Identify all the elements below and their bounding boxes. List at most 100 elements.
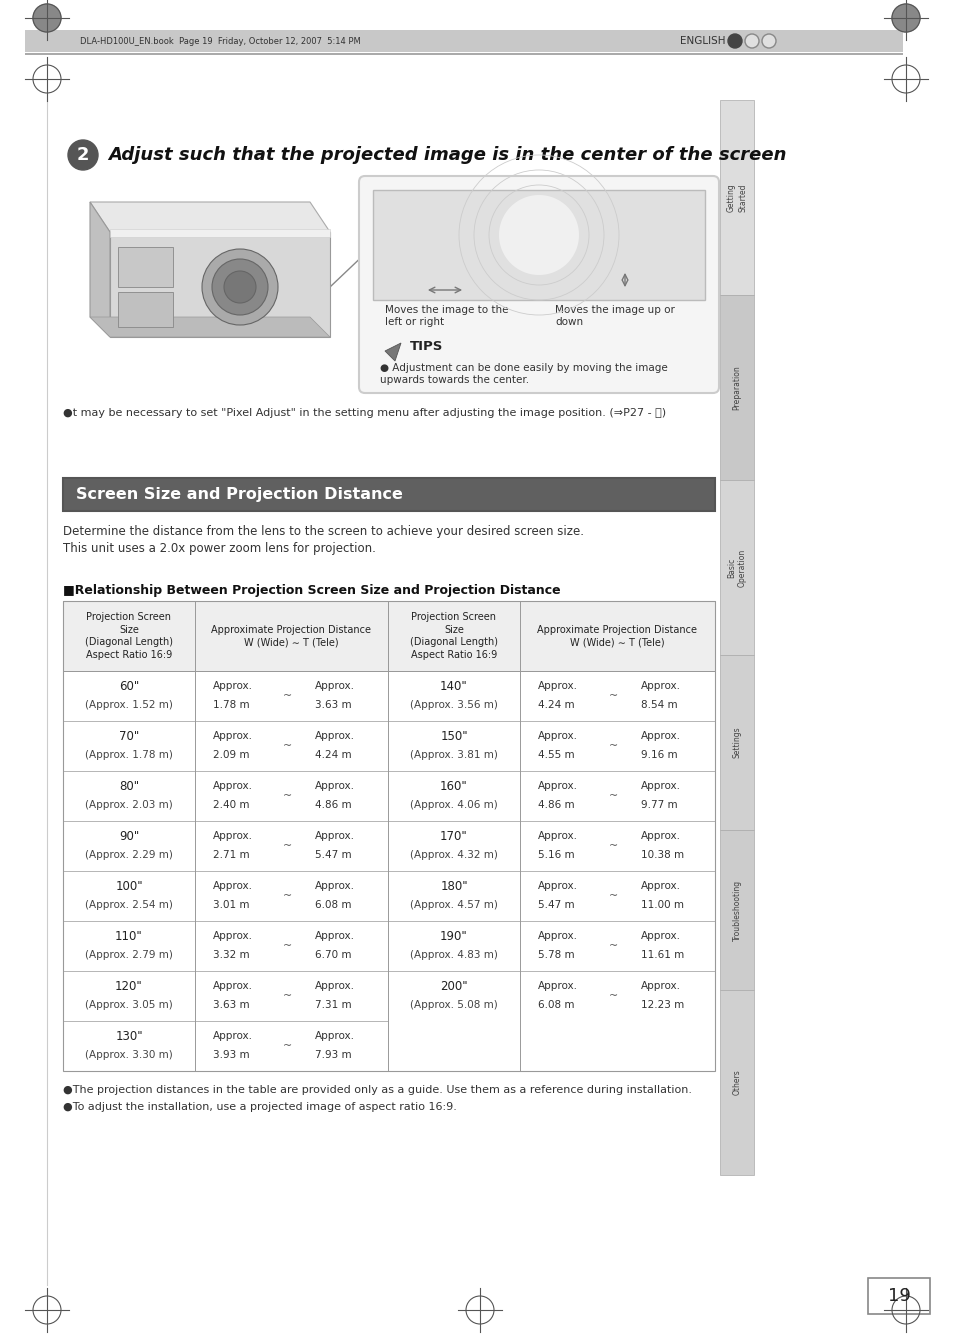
Text: Approx.: Approx.: [314, 781, 355, 791]
Circle shape: [727, 34, 741, 48]
Text: Approx.: Approx.: [537, 880, 578, 891]
Text: 160": 160": [439, 780, 467, 792]
Circle shape: [212, 259, 268, 315]
Polygon shape: [90, 202, 330, 232]
Text: 3.32 m: 3.32 m: [213, 950, 250, 959]
Text: 90": 90": [119, 829, 139, 843]
Circle shape: [744, 34, 759, 48]
Bar: [63, 602, 714, 1071]
Bar: [720, 480, 753, 655]
Text: 11.00 m: 11.00 m: [640, 900, 683, 910]
Text: ~: ~: [283, 741, 292, 750]
Text: Approx.: Approx.: [314, 732, 355, 741]
Text: Approx.: Approx.: [640, 831, 680, 842]
Text: TIPS: TIPS: [410, 340, 443, 354]
Text: 19: 19: [886, 1286, 909, 1305]
Text: 12.23 m: 12.23 m: [640, 1000, 683, 1010]
Text: ■Relationship Between Projection Screen Size and Projection Distance: ■Relationship Between Projection Screen …: [63, 584, 560, 598]
Text: Basic
Operation: Basic Operation: [726, 548, 746, 587]
Text: Approx.: Approx.: [213, 880, 253, 891]
Text: (Approx. 2.54 m): (Approx. 2.54 m): [85, 900, 172, 910]
Text: 3.01 m: 3.01 m: [213, 900, 250, 910]
Circle shape: [761, 34, 775, 48]
Text: 70": 70": [119, 729, 139, 742]
Text: Approx.: Approx.: [537, 831, 578, 842]
Text: ~: ~: [283, 1041, 292, 1051]
Text: Approx.: Approx.: [314, 681, 355, 691]
Text: (Approx. 3.56 m): (Approx. 3.56 m): [410, 699, 497, 710]
Text: (Approx. 4.83 m): (Approx. 4.83 m): [410, 950, 497, 959]
Text: Approx.: Approx.: [314, 1030, 355, 1041]
Text: ●t may be necessary to set "Pixel Adjust" in the setting menu after adjusting th: ●t may be necessary to set "Pixel Adjust…: [63, 407, 665, 418]
Text: Approx.: Approx.: [640, 732, 680, 741]
Text: ~: ~: [608, 691, 618, 701]
Text: 170": 170": [439, 829, 467, 843]
Text: (Approx. 1.78 m): (Approx. 1.78 m): [85, 750, 172, 760]
Text: 80": 80": [119, 780, 139, 792]
Polygon shape: [110, 232, 330, 336]
Text: 5.47 m: 5.47 m: [314, 850, 351, 860]
Text: Approx.: Approx.: [314, 831, 355, 842]
Bar: [63, 478, 714, 511]
Text: ~: ~: [608, 891, 618, 900]
Text: Approx.: Approx.: [314, 880, 355, 891]
Bar: [720, 990, 753, 1175]
Text: 2.09 m: 2.09 m: [213, 750, 250, 760]
Text: 200": 200": [439, 980, 467, 993]
Text: 180": 180": [439, 879, 467, 892]
Text: (Approx. 5.08 m): (Approx. 5.08 m): [410, 1000, 497, 1010]
Text: 9.77 m: 9.77 m: [640, 800, 677, 809]
Text: Projection Screen
Size
(Diagonal Length)
Aspect Ratio 16:9: Projection Screen Size (Diagonal Length)…: [410, 612, 497, 661]
Bar: [25, 54, 902, 55]
Text: 3.93 m: 3.93 m: [213, 1051, 250, 1060]
Polygon shape: [385, 343, 400, 360]
Text: 130": 130": [115, 1029, 143, 1043]
Text: 4.86 m: 4.86 m: [537, 800, 574, 809]
Bar: [388, 602, 714, 671]
Circle shape: [33, 4, 61, 32]
Bar: [25, 29, 902, 52]
Text: 2.71 m: 2.71 m: [213, 850, 250, 860]
Text: ●The projection distances in the table are provided only as a guide. Use them as: ●The projection distances in the table a…: [63, 1085, 691, 1095]
Text: 110": 110": [115, 930, 143, 942]
Text: ●To adjust the installation, use a projected image of aspect ratio 16:9.: ●To adjust the installation, use a proje…: [63, 1101, 456, 1112]
Text: 4.55 m: 4.55 m: [537, 750, 574, 760]
Bar: [720, 655, 753, 829]
Text: Approx.: Approx.: [213, 681, 253, 691]
Text: Approx.: Approx.: [537, 732, 578, 741]
Text: (Approx. 4.57 m): (Approx. 4.57 m): [410, 900, 497, 910]
Text: ~: ~: [608, 791, 618, 801]
Bar: [867, 1278, 929, 1315]
Text: (Approx. 3.81 m): (Approx. 3.81 m): [410, 750, 497, 760]
Text: ~: ~: [283, 691, 292, 701]
Text: ~: ~: [283, 842, 292, 851]
Text: Approx.: Approx.: [640, 931, 680, 941]
Text: Approx.: Approx.: [537, 931, 578, 941]
Text: Approx.: Approx.: [213, 781, 253, 791]
Text: Approx.: Approx.: [640, 880, 680, 891]
Text: 60": 60": [119, 679, 139, 693]
Text: Moves the image up or
down: Moves the image up or down: [555, 306, 674, 327]
Text: Approx.: Approx.: [537, 781, 578, 791]
Text: DLA-HD100U_EN.book  Page 19  Friday, October 12, 2007  5:14 PM: DLA-HD100U_EN.book Page 19 Friday, Octob…: [80, 36, 360, 46]
Bar: [720, 829, 753, 990]
Circle shape: [68, 139, 98, 170]
Bar: [720, 100, 753, 295]
Text: Moves the image to the
left or right: Moves the image to the left or right: [385, 306, 508, 327]
Text: Approx.: Approx.: [537, 681, 578, 691]
Bar: [110, 229, 330, 237]
Text: 5.16 m: 5.16 m: [537, 850, 574, 860]
Bar: [720, 295, 753, 480]
Text: (Approx. 3.30 m): (Approx. 3.30 m): [85, 1051, 172, 1060]
Polygon shape: [90, 318, 330, 336]
Polygon shape: [90, 202, 110, 336]
Text: This unit uses a 2.0x power zoom lens for projection.: This unit uses a 2.0x power zoom lens fo…: [63, 541, 375, 555]
Text: 5.47 m: 5.47 m: [537, 900, 574, 910]
Text: Approx.: Approx.: [537, 981, 578, 992]
Text: 190": 190": [439, 930, 467, 942]
Text: 6.70 m: 6.70 m: [314, 950, 351, 959]
FancyBboxPatch shape: [358, 176, 719, 393]
Text: 4.86 m: 4.86 m: [314, 800, 351, 809]
Text: ~: ~: [283, 941, 292, 951]
Text: (Approx. 2.29 m): (Approx. 2.29 m): [85, 850, 172, 860]
